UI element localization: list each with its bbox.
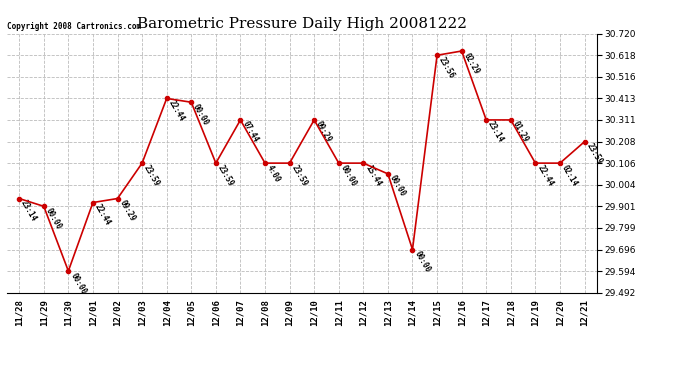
Text: 00:00: 00:00 <box>388 174 407 198</box>
Text: 07:44: 07:44 <box>240 120 259 144</box>
Text: 02:14: 02:14 <box>560 163 580 188</box>
Text: 23:14: 23:14 <box>19 198 39 223</box>
Text: 23:14: 23:14 <box>486 120 506 144</box>
Text: 23:59: 23:59 <box>290 163 309 188</box>
Text: 23:59: 23:59 <box>584 142 604 166</box>
Text: 00:00: 00:00 <box>413 249 432 274</box>
Text: 00:00: 00:00 <box>43 206 63 231</box>
Text: 22:44: 22:44 <box>93 202 112 227</box>
Text: 23:59: 23:59 <box>142 163 161 188</box>
Title: Barometric Pressure Daily High 20081222: Barometric Pressure Daily High 20081222 <box>137 17 467 31</box>
Text: 02:29: 02:29 <box>462 51 481 75</box>
Text: 23:56: 23:56 <box>437 55 456 80</box>
Text: 09:29: 09:29 <box>314 120 333 144</box>
Text: Copyright 2008 Cartronics.com: Copyright 2008 Cartronics.com <box>7 22 141 31</box>
Text: 00:00: 00:00 <box>339 163 358 188</box>
Text: 00:00: 00:00 <box>191 102 210 127</box>
Text: 23:59: 23:59 <box>216 163 235 188</box>
Text: 00:00: 00:00 <box>68 271 88 296</box>
Text: 22:44: 22:44 <box>167 99 186 123</box>
Text: 15:44: 15:44 <box>364 163 383 188</box>
Text: 09:29: 09:29 <box>117 198 137 223</box>
Text: 01:29: 01:29 <box>511 120 530 144</box>
Text: 22:44: 22:44 <box>535 163 555 188</box>
Text: 4:00: 4:00 <box>265 163 282 184</box>
